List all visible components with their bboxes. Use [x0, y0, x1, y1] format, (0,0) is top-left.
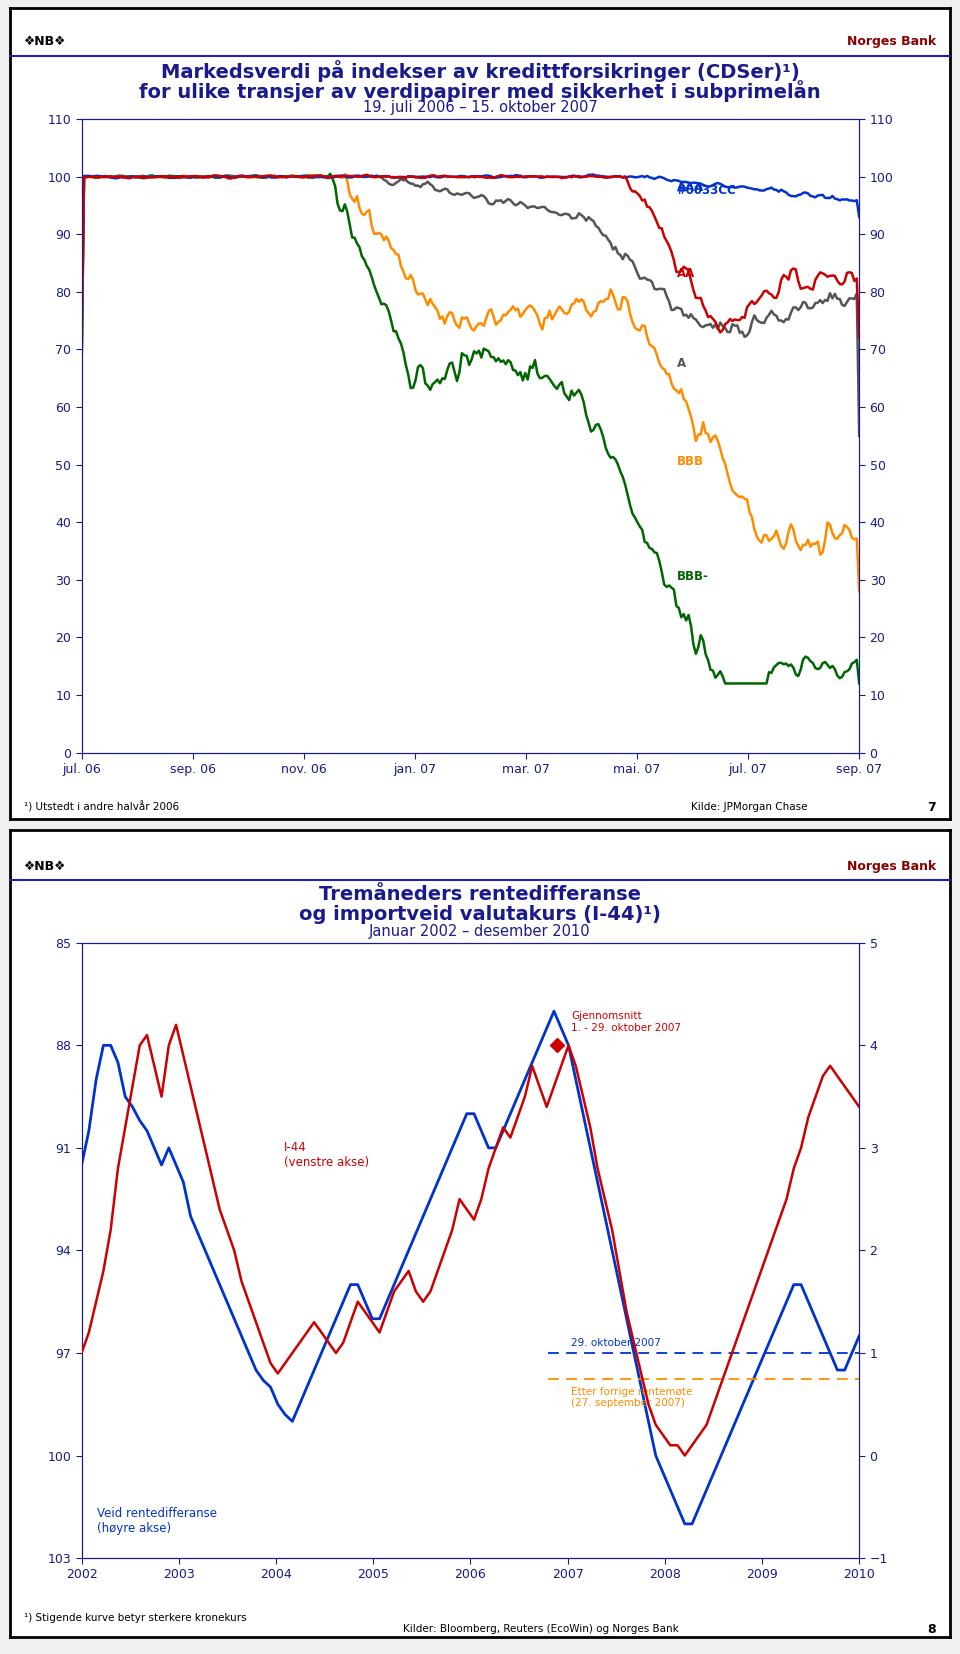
Text: 19. juli 2006 – 15. oktober 2007: 19. juli 2006 – 15. oktober 2007	[363, 99, 597, 116]
Text: og importveid valutakurs (I-44)¹): og importveid valutakurs (I-44)¹)	[300, 905, 660, 925]
Text: Gjennomsnitt
1. - 29. oktober 2007: Gjennomsnitt 1. - 29. oktober 2007	[571, 1012, 682, 1034]
Text: Norges Bank: Norges Bank	[847, 860, 936, 873]
Text: for ulike transjer av verdipapirer med sikkerhet i subprimelån: for ulike transjer av verdipapirer med s…	[139, 79, 821, 103]
Text: Markedsverdi på indekser av kredittforsikringer (CDSer)¹): Markedsverdi på indekser av kredittforsi…	[160, 60, 800, 83]
Text: #0033CC: #0033CC	[677, 184, 736, 197]
Text: A: A	[677, 357, 685, 370]
Text: Veid rentedifferanse
(høyre akse): Veid rentedifferanse (høyre akse)	[97, 1507, 217, 1535]
Text: ¹) Stigende kurve betyr sterkere kronekurs: ¹) Stigende kurve betyr sterkere kroneku…	[24, 1613, 247, 1623]
Text: Kilde: JPMorgan Chase: Kilde: JPMorgan Chase	[691, 802, 807, 812]
Text: 8: 8	[927, 1623, 936, 1636]
Text: I-44
(venstre akse): I-44 (venstre akse)	[284, 1141, 369, 1169]
Text: ¹) Utstedt i andre halvår 2006: ¹) Utstedt i andre halvår 2006	[24, 802, 180, 812]
Text: AA: AA	[677, 268, 695, 281]
Text: ❖NB❖: ❖NB❖	[24, 35, 66, 48]
Text: Etter forrige rentemøte
(27. september 2007): Etter forrige rentemøte (27. september 2…	[571, 1386, 693, 1409]
Text: Januar 2002 – desember 2010: Januar 2002 – desember 2010	[370, 923, 590, 939]
Text: Kilder: Bloomberg, Reuters (EcoWin) og Norges Bank: Kilder: Bloomberg, Reuters (EcoWin) og N…	[403, 1624, 679, 1634]
Text: Norges Bank: Norges Bank	[847, 35, 936, 48]
Text: AAA: AAA	[677, 180, 704, 194]
Text: BBB: BBB	[677, 455, 704, 468]
Text: 29. oktober 2007: 29. oktober 2007	[571, 1338, 661, 1348]
Text: BBB-: BBB-	[677, 569, 708, 582]
Text: ❖NB❖: ❖NB❖	[24, 860, 66, 873]
Text: Tremåneders rentedifferanse: Tremåneders rentedifferanse	[319, 885, 641, 905]
Text: 7: 7	[927, 801, 936, 814]
